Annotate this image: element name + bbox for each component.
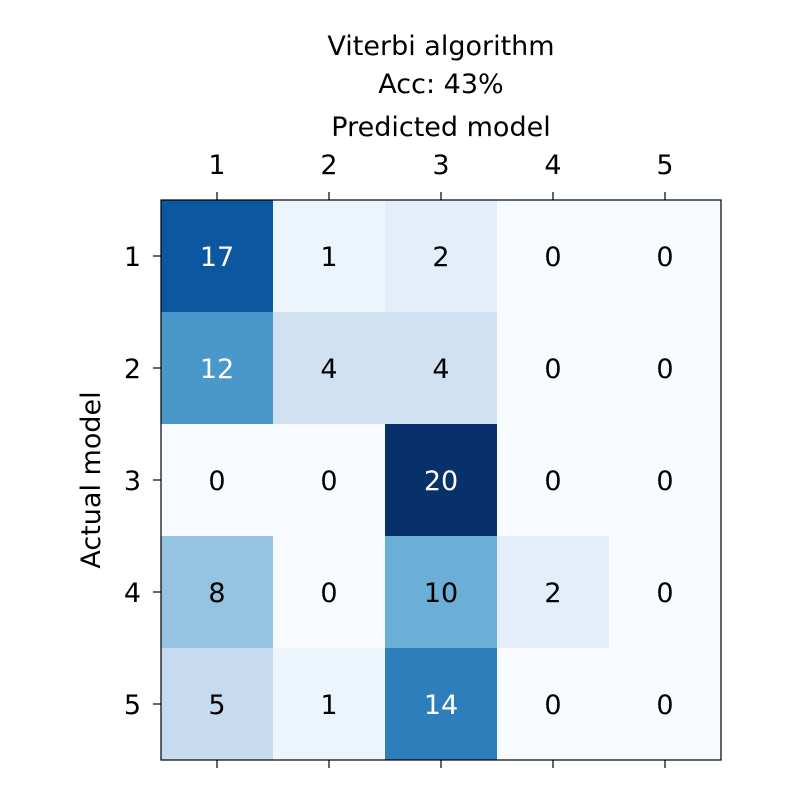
heatmap-cell bbox=[161, 200, 274, 313]
y-tick-label: 4 bbox=[124, 578, 141, 609]
cell-value-label: 0 bbox=[544, 466, 561, 497]
cell-value-label: 4 bbox=[320, 354, 337, 385]
cell-value-label: 0 bbox=[656, 578, 673, 609]
cell-value-label: 0 bbox=[544, 354, 561, 385]
x-tick-label: 3 bbox=[432, 150, 449, 181]
heatmap-cell bbox=[385, 312, 498, 425]
heatmap-cells: 17 1 2 0 012 4 4 0 00 0 20 0 08 0 10 2 05 1 14 0 0 bbox=[161, 200, 722, 761]
heatmap-cell bbox=[497, 200, 610, 313]
x-axis-label: Predicted model bbox=[331, 112, 550, 143]
cell-value-label: 2 bbox=[432, 242, 449, 273]
heatmap-cell bbox=[273, 648, 386, 761]
heatmap-cell bbox=[273, 200, 386, 313]
cell-value-label: 14 bbox=[424, 690, 458, 721]
cell-value-label: 0 bbox=[544, 690, 561, 721]
y-tick-label: 2 bbox=[124, 354, 141, 385]
heatmap-cell bbox=[161, 648, 274, 761]
chart-title: Viterbi algorithm bbox=[327, 31, 554, 62]
cell-value-label: 17 bbox=[200, 242, 234, 273]
y-tick-label: 1 bbox=[124, 242, 141, 273]
cell-value-label: 10 bbox=[424, 578, 458, 609]
heatmap-cell bbox=[161, 424, 274, 537]
cell-value-label: 0 bbox=[544, 242, 561, 273]
heatmap-cell bbox=[161, 312, 274, 425]
y-axis-label: Actual model bbox=[76, 391, 107, 568]
cell-value-label: 0 bbox=[320, 466, 337, 497]
y-tick-label: 3 bbox=[124, 466, 141, 497]
cell-value-label: 0 bbox=[656, 466, 673, 497]
cell-value-label: 0 bbox=[320, 578, 337, 609]
cell-value-label: 0 bbox=[208, 466, 225, 497]
x-tick-label: 4 bbox=[544, 150, 561, 181]
cell-value-label: 20 bbox=[424, 466, 458, 497]
heatmap-cell bbox=[609, 424, 722, 537]
heatmap-cell bbox=[385, 200, 498, 313]
cell-value-label: 4 bbox=[432, 354, 449, 385]
heatmap-cell bbox=[497, 648, 610, 761]
heatmap-cell bbox=[497, 424, 610, 537]
heatmap-cell bbox=[497, 312, 610, 425]
x-tick-label: 2 bbox=[320, 150, 337, 181]
cell-value-label: 0 bbox=[656, 690, 673, 721]
cell-value-label: 12 bbox=[200, 354, 234, 385]
x-tick-label: 5 bbox=[656, 150, 673, 181]
cell-value-label: 0 bbox=[656, 242, 673, 273]
heatmap-cell bbox=[609, 200, 722, 313]
heatmap-cell bbox=[273, 424, 386, 537]
heatmap-cell bbox=[497, 536, 610, 649]
heatmap-cell bbox=[609, 536, 722, 649]
heatmap-cell bbox=[385, 536, 498, 649]
cell-value-label: 2 bbox=[544, 578, 561, 609]
heatmap-cell bbox=[609, 312, 722, 425]
cell-value-label: 0 bbox=[656, 354, 673, 385]
plot-frame bbox=[160, 199, 722, 761]
heatmap-cell bbox=[385, 648, 498, 761]
heatmap-cell bbox=[609, 648, 722, 761]
heatmap-cell bbox=[385, 424, 498, 537]
cell-value-label: 1 bbox=[320, 242, 337, 273]
heatmap-cell bbox=[273, 536, 386, 649]
cell-value-label: 5 bbox=[208, 690, 225, 721]
cell-value-label: 8 bbox=[208, 578, 225, 609]
heatmap-cell bbox=[273, 312, 386, 425]
heatmap-cell bbox=[161, 536, 274, 649]
x-tick-label: 1 bbox=[208, 150, 225, 181]
y-tick-label: 5 bbox=[124, 690, 141, 721]
cell-value-label: 1 bbox=[320, 690, 337, 721]
chart-subtitle: Acc: 43% bbox=[378, 69, 503, 100]
